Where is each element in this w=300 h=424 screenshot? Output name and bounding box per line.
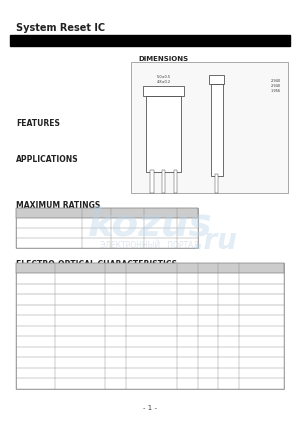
Text: kozus: kozus	[88, 206, 212, 244]
Bar	[16, 208, 198, 248]
Text: DIMENSIONS: DIMENSIONS	[138, 56, 188, 62]
Text: .ru: .ru	[194, 228, 237, 256]
Bar	[150, 170, 154, 193]
Bar	[16, 262, 284, 273]
Text: 5.0±0.5
4.8±0.2: 5.0±0.5 4.8±0.2	[156, 75, 170, 84]
Bar	[16, 208, 198, 218]
Text: MAXIMUM RATINGS: MAXIMUM RATINGS	[16, 201, 101, 210]
Text: 2.940
2.940
1.956: 2.940 2.940 1.956	[270, 79, 280, 92]
Text: - 1 -: - 1 -	[143, 405, 157, 411]
Bar	[131, 62, 288, 193]
Bar	[16, 262, 284, 389]
Bar	[146, 96, 181, 172]
Bar	[211, 84, 223, 176]
Text: ELECTRO-OPTICAL CHARACTERISTICS: ELECTRO-OPTICAL CHARACTERISTICS	[16, 260, 177, 269]
Text: ЭЛЕКТРОННЫЙ   ПОРТАЛ: ЭЛЕКТРОННЫЙ ПОРТАЛ	[100, 241, 200, 250]
Bar	[142, 86, 184, 96]
Bar	[209, 75, 224, 84]
Bar	[162, 170, 166, 193]
Text: System Reset IC: System Reset IC	[16, 23, 105, 33]
Text: FEATURES: FEATURES	[16, 119, 60, 128]
Bar	[174, 170, 177, 193]
Text: APPLICATIONS: APPLICATIONS	[16, 155, 79, 164]
Bar	[10, 35, 290, 46]
Bar	[215, 174, 218, 193]
